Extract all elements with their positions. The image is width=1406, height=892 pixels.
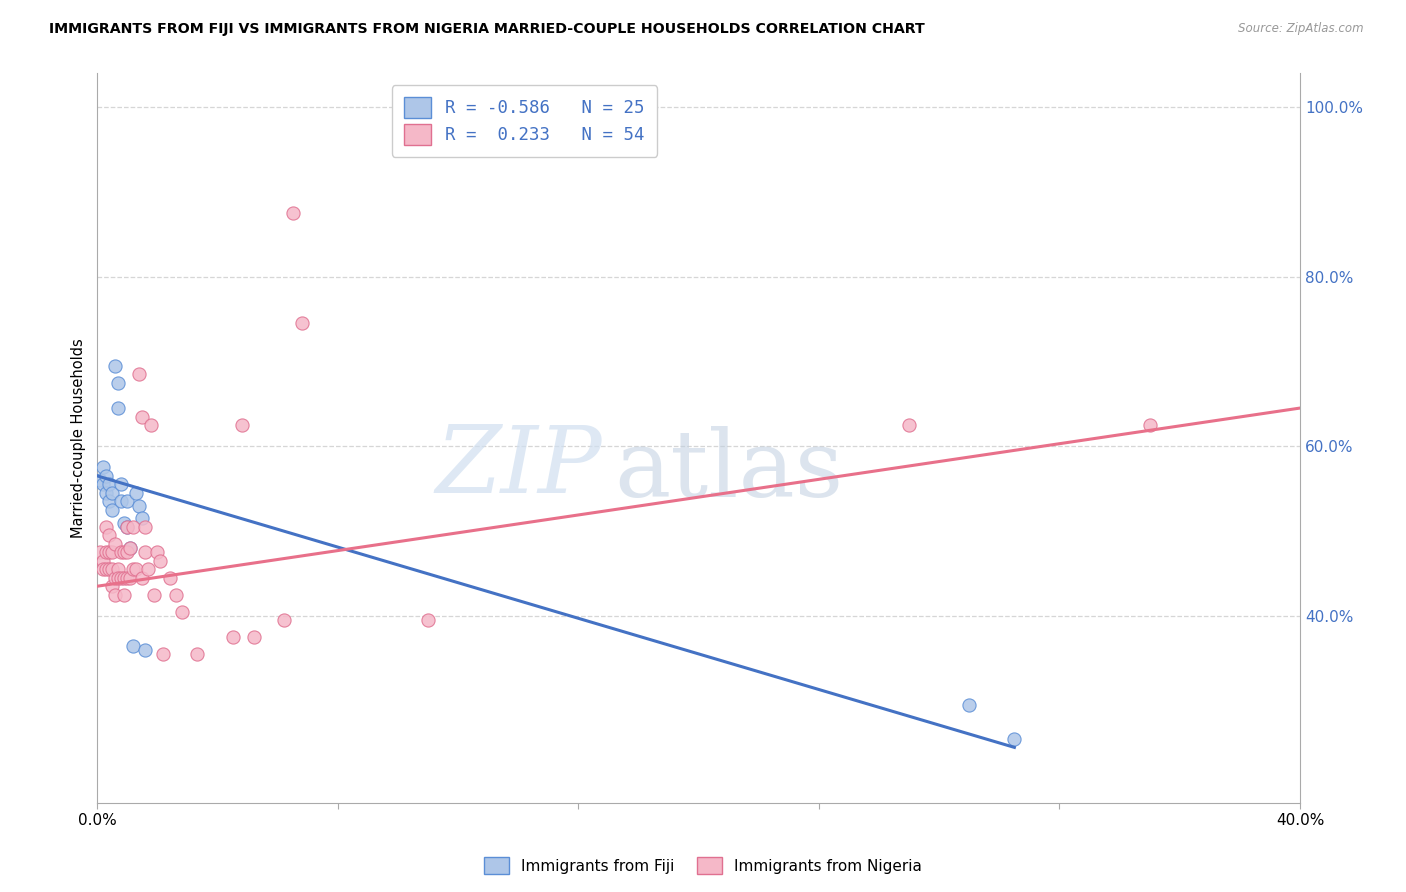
Point <box>112 545 135 559</box>
Point <box>104 537 127 551</box>
Point <box>117 545 139 559</box>
Point <box>128 499 150 513</box>
Point <box>101 503 124 517</box>
Point <box>93 554 115 568</box>
Point <box>101 486 124 500</box>
Point <box>122 562 145 576</box>
Point <box>96 469 118 483</box>
Point <box>120 571 142 585</box>
Text: ZIP: ZIP <box>436 422 603 512</box>
Point <box>898 417 921 432</box>
Legend: Immigrants from Fiji, Immigrants from Nigeria: Immigrants from Fiji, Immigrants from Ni… <box>478 851 928 880</box>
Point <box>125 562 148 576</box>
Point <box>120 541 142 555</box>
Text: atlas: atlas <box>614 425 844 516</box>
Point <box>98 562 121 576</box>
Point <box>112 588 135 602</box>
Point <box>186 647 208 661</box>
Point <box>112 516 135 530</box>
Point <box>93 562 115 576</box>
Point <box>117 520 139 534</box>
Point <box>1139 417 1161 432</box>
Point <box>107 401 129 415</box>
Point <box>98 545 121 559</box>
Point <box>117 520 139 534</box>
Point <box>107 571 129 585</box>
Point <box>104 359 127 373</box>
Point <box>98 528 121 542</box>
Point <box>273 613 295 627</box>
Point <box>89 545 111 559</box>
Point <box>117 494 139 508</box>
Point <box>125 486 148 500</box>
Point <box>1002 731 1025 746</box>
Point <box>416 613 439 627</box>
Point <box>131 409 153 424</box>
Point <box>101 545 124 559</box>
Point <box>131 571 153 585</box>
Point <box>101 562 124 576</box>
Point <box>170 605 193 619</box>
Point <box>231 417 253 432</box>
Point <box>110 477 132 491</box>
Point <box>122 520 145 534</box>
Point <box>98 477 121 491</box>
Point <box>96 486 118 500</box>
Point <box>93 460 115 475</box>
Point <box>110 545 132 559</box>
Point <box>141 417 163 432</box>
Point <box>134 643 156 657</box>
Point <box>107 376 129 390</box>
Point <box>117 571 139 585</box>
Point <box>143 588 166 602</box>
Legend: R = -0.586   N = 25, R =  0.233   N = 54: R = -0.586 N = 25, R = 0.233 N = 54 <box>391 86 657 157</box>
Point <box>98 494 121 508</box>
Point <box>101 579 124 593</box>
Point <box>120 541 142 555</box>
Point <box>152 647 174 661</box>
Point <box>242 630 264 644</box>
Point <box>134 545 156 559</box>
Point <box>134 520 156 534</box>
Point <box>104 588 127 602</box>
Point <box>96 562 118 576</box>
Point <box>89 473 111 487</box>
Point <box>110 494 132 508</box>
Y-axis label: Married-couple Households: Married-couple Households <box>72 338 86 538</box>
Point <box>104 571 127 585</box>
Text: Source: ZipAtlas.com: Source: ZipAtlas.com <box>1239 22 1364 36</box>
Point <box>128 367 150 381</box>
Point <box>291 316 314 330</box>
Point <box>149 554 172 568</box>
Point <box>138 562 160 576</box>
Point <box>110 571 132 585</box>
Point <box>131 511 153 525</box>
Point <box>221 630 243 644</box>
Point <box>957 698 980 712</box>
Point <box>96 520 118 534</box>
Point <box>159 571 181 585</box>
Point <box>281 206 304 220</box>
Point <box>146 545 169 559</box>
Point <box>93 477 115 491</box>
Point <box>165 588 187 602</box>
Point <box>107 562 129 576</box>
Text: IMMIGRANTS FROM FIJI VS IMMIGRANTS FROM NIGERIA MARRIED-COUPLE HOUSEHOLDS CORREL: IMMIGRANTS FROM FIJI VS IMMIGRANTS FROM … <box>49 22 925 37</box>
Point <box>122 639 145 653</box>
Point <box>96 545 118 559</box>
Point <box>112 571 135 585</box>
